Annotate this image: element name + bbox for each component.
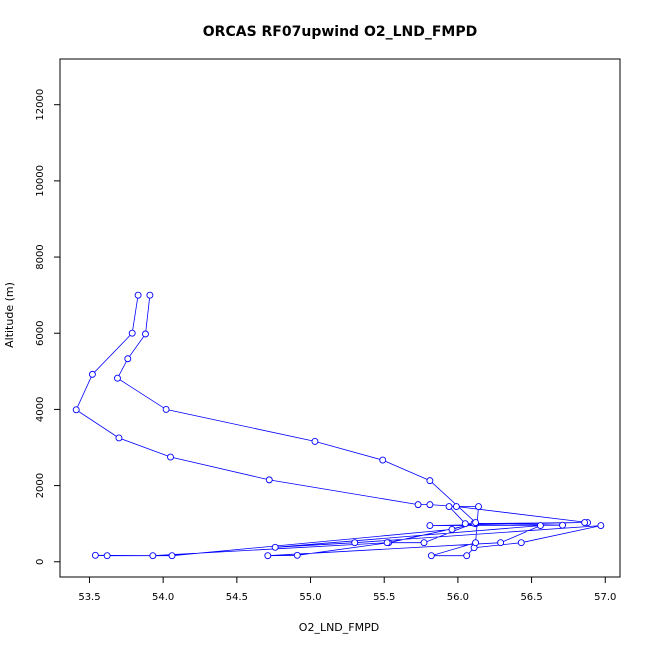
data-point — [103, 552, 111, 560]
data-point — [114, 374, 121, 382]
y-tick-label: 12000 — [35, 89, 46, 121]
series-layer — [72, 291, 605, 560]
x-tick-label: 53.5 — [78, 592, 100, 603]
data-point — [448, 525, 456, 533]
data-point — [264, 552, 272, 560]
data-point — [536, 522, 544, 530]
y-axis: 0 2000 4000 6000 8000 10000 12000 — [35, 89, 60, 565]
x-tick-label: 57.0 — [594, 592, 616, 603]
data-point — [426, 477, 434, 485]
data-point — [383, 539, 391, 547]
data-point — [581, 519, 589, 526]
data-point — [461, 520, 469, 528]
data-point — [427, 552, 435, 560]
x-tick-label: 54.5 — [226, 592, 248, 603]
data-point — [168, 552, 176, 560]
data-point — [472, 519, 480, 526]
data-point — [162, 405, 170, 413]
y-tick-label: 0 — [35, 559, 46, 565]
y-tick-label: 10000 — [35, 165, 46, 197]
data-point — [426, 522, 434, 530]
y-tick-label: 8000 — [35, 244, 46, 269]
data-point — [265, 476, 273, 484]
data-point — [351, 539, 359, 547]
series-line — [75, 295, 601, 557]
data-point — [475, 503, 482, 510]
data-point — [146, 291, 154, 299]
x-tick-label: 56.0 — [447, 592, 469, 603]
data-point — [497, 539, 505, 547]
data-point — [72, 406, 80, 414]
data-point — [379, 456, 387, 464]
data-point — [142, 330, 149, 338]
y-axis-label: Altitude (m) — [3, 282, 16, 348]
data-point — [463, 552, 471, 560]
plot-frame — [59, 58, 621, 578]
y-tick-label: 2000 — [35, 473, 46, 498]
data-point — [271, 543, 279, 551]
data-point — [124, 355, 132, 363]
data-point — [134, 291, 142, 299]
x-tick-label: 56.5 — [520, 592, 542, 603]
data-point — [293, 551, 301, 559]
data-point — [167, 453, 174, 461]
data-point — [414, 501, 422, 509]
data-point — [517, 539, 525, 547]
data-point — [128, 329, 136, 337]
data-point — [88, 370, 96, 378]
data-point — [115, 434, 123, 442]
data-point — [149, 552, 157, 560]
data-point — [597, 522, 605, 530]
y-tick-label: 4000 — [35, 397, 46, 422]
x-tick-label: 55.5 — [373, 592, 395, 603]
data-point — [311, 437, 319, 445]
data-point — [445, 503, 453, 510]
x-axis-label: O2_LND_FMPD — [299, 621, 379, 634]
x-tick-label: 54.0 — [152, 592, 174, 603]
data-point — [559, 521, 566, 529]
data-point — [91, 551, 99, 559]
data-point — [420, 539, 428, 547]
data-point — [452, 503, 460, 510]
x-tick-label: 55.0 — [299, 592, 321, 603]
data-point — [426, 501, 434, 509]
y-tick-label: 6000 — [35, 321, 46, 346]
x-axis: 53.5 54.0 54.5 55.0 55.5 56.0 56.5 57.0 — [78, 577, 616, 603]
data-point — [472, 539, 480, 547]
chart-title: ORCAS RF07upwind O2_LND_FMPD — [203, 24, 477, 40]
